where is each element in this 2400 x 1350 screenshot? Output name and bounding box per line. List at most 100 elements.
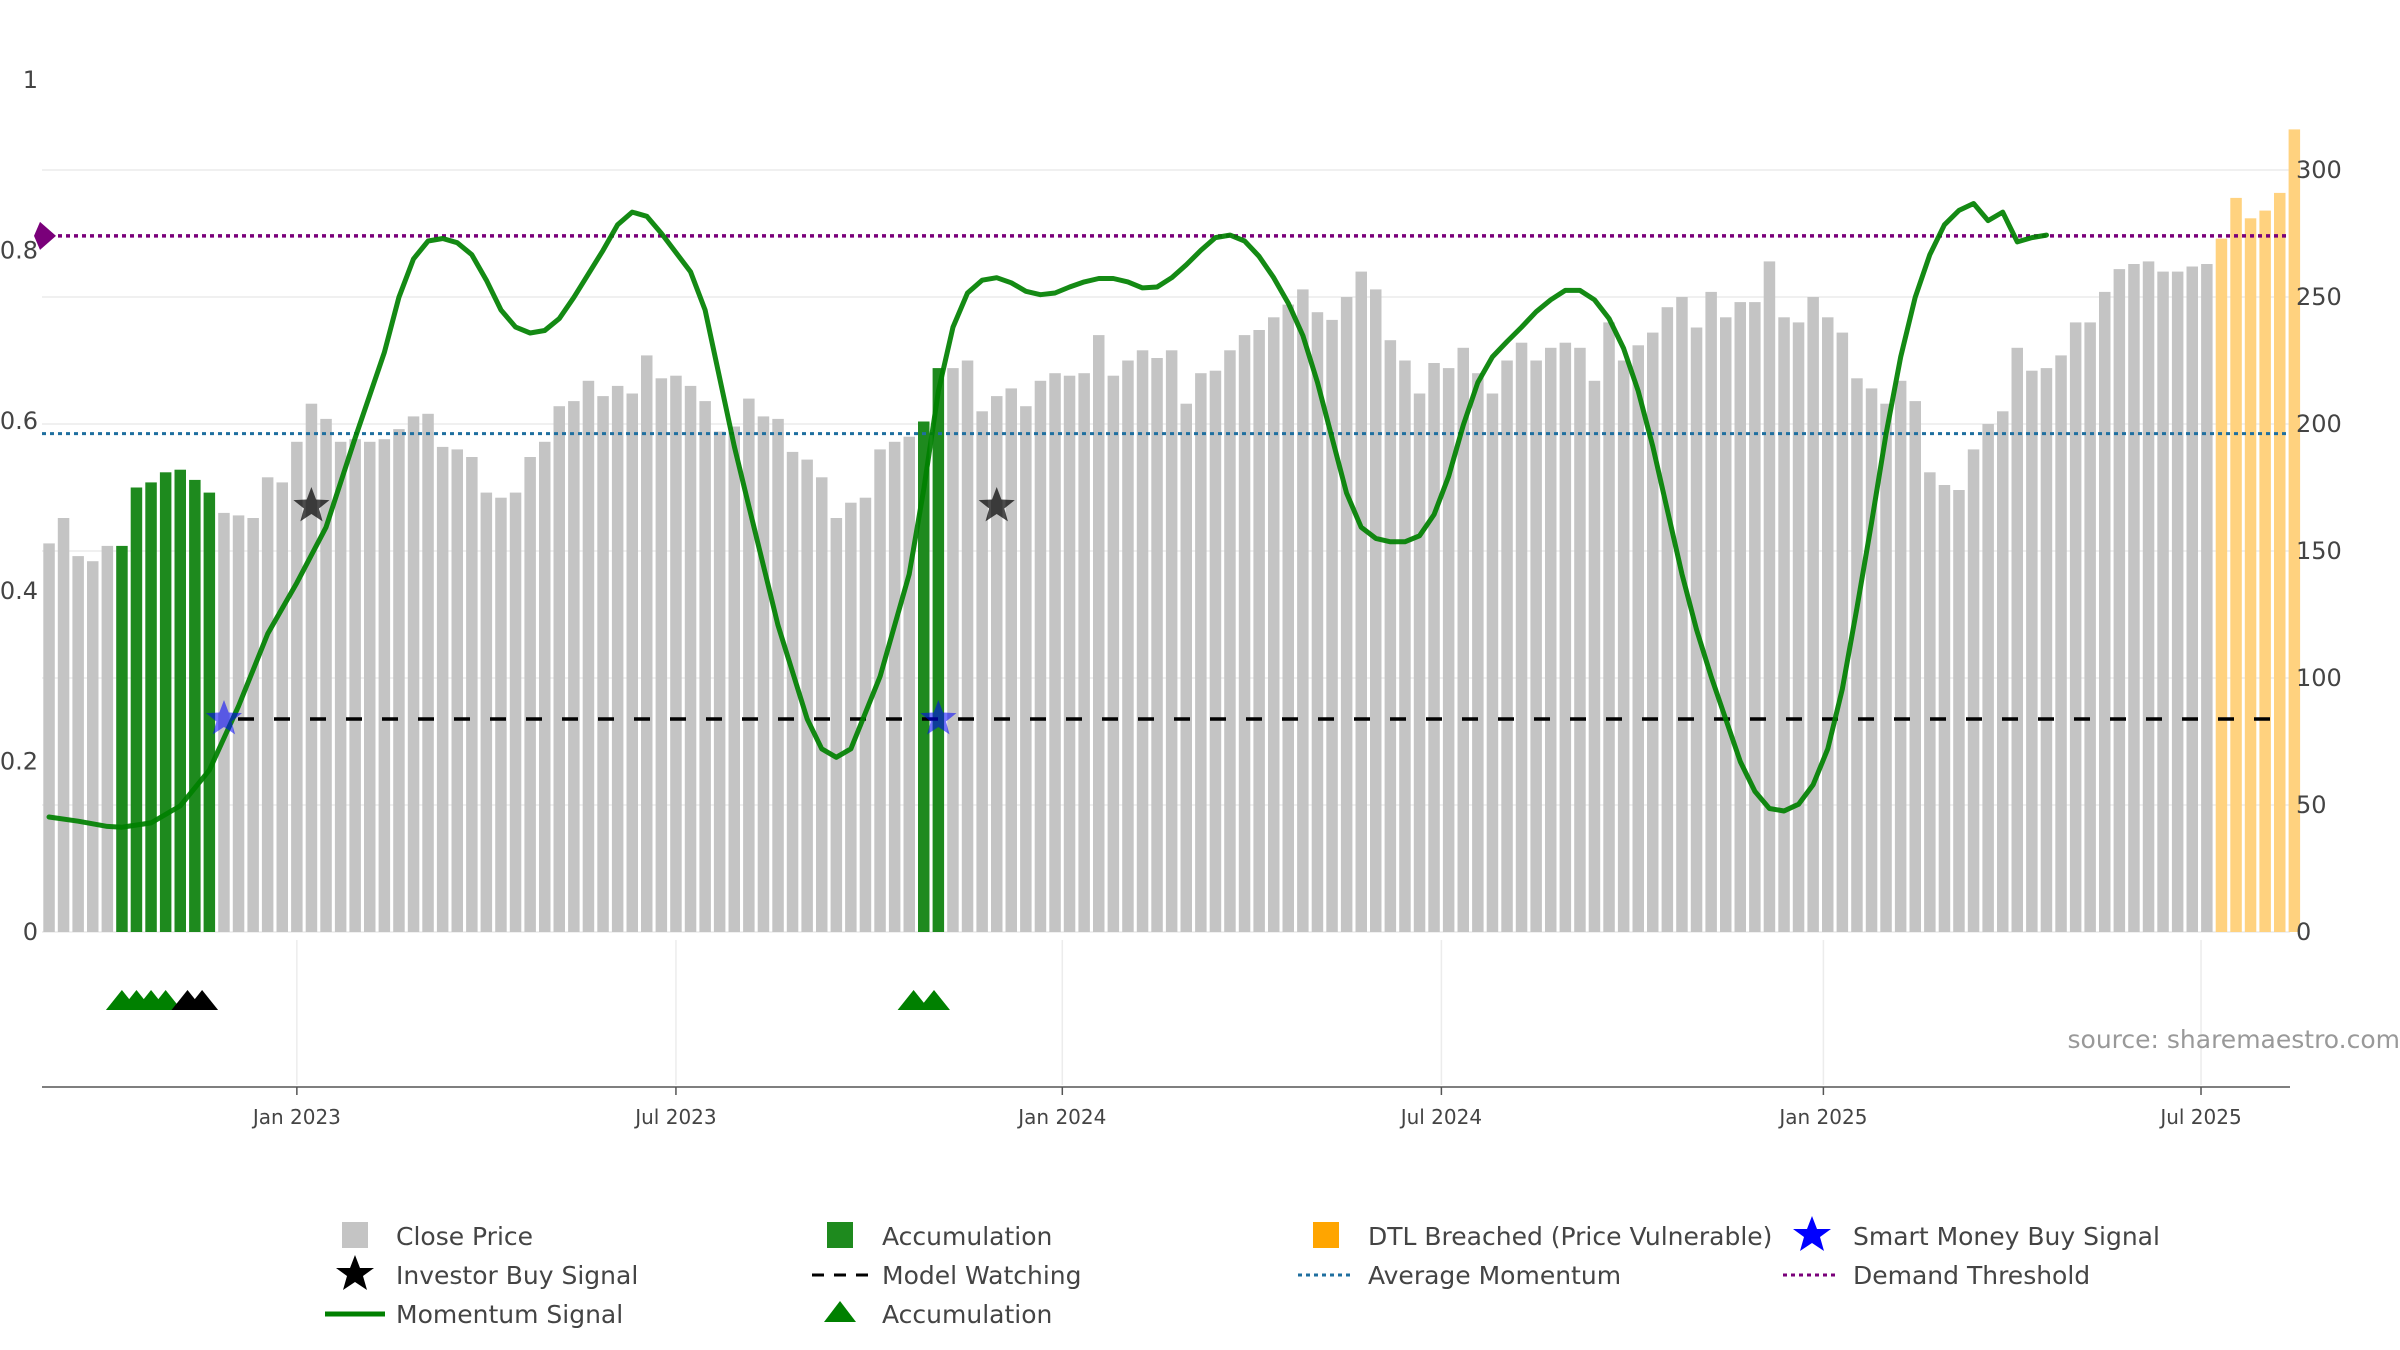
price-bar <box>276 482 288 932</box>
left-tick-label: 0.8 <box>0 236 38 264</box>
price-bar <box>524 457 536 932</box>
price-bar <box>1603 322 1615 932</box>
price-bar <box>1997 411 2009 932</box>
accumulation-bar <box>189 479 201 932</box>
price-bar <box>713 431 726 932</box>
price-bar <box>101 545 114 932</box>
price-bar <box>947 368 959 933</box>
price-bar <box>1311 312 1324 932</box>
dtl-breached-bar <box>2244 218 2257 933</box>
price-bar <box>1020 406 1032 932</box>
price-bar <box>626 393 638 932</box>
price-bar <box>2128 264 2140 932</box>
momentum-layer <box>46 201 2049 830</box>
axes: 0 0.2 0.4 0.6 0.8 1 0 50 100 150 200 250 300 Jan 2023… <box>0 66 2342 1129</box>
x-tick-label: Jan 2024 <box>1016 1105 1106 1129</box>
price-bar <box>655 378 668 932</box>
legend-investor-star-icon <box>336 1255 374 1290</box>
reference-lines <box>34 221 2290 721</box>
price-bar <box>57 518 70 932</box>
price-bar <box>1093 335 1105 933</box>
price-bar <box>1836 332 1849 933</box>
right-tick-label: 0 <box>2296 918 2311 946</box>
price-bar <box>611 385 624 932</box>
legend-swatch-close-price <box>342 1222 368 1248</box>
price-bar <box>349 439 361 932</box>
dtl-breached-bar <box>2230 197 2242 932</box>
price-bar <box>1486 393 1499 932</box>
price-bar <box>1078 373 1090 932</box>
legend-label-model-watching: Model Watching <box>882 1261 1082 1290</box>
accumulation-bar <box>174 469 186 932</box>
price-bar <box>976 411 988 932</box>
source-label: source: sharemaestro.com <box>2068 1025 2400 1054</box>
price-bar <box>1326 319 1338 932</box>
price-bar <box>1617 360 1630 932</box>
price-bar <box>1428 363 1440 932</box>
price-bar <box>466 457 478 932</box>
price-bar <box>1574 347 1586 932</box>
price-bar <box>1559 342 1572 932</box>
momentum-signal-line <box>46 201 2049 830</box>
price-bar <box>1515 342 1528 932</box>
price-bar <box>1413 393 1426 932</box>
dtl-breached-bar <box>2215 238 2228 933</box>
legend-label-dtl-breached: DTL Breached (Price Vulnerable) <box>1368 1222 1772 1251</box>
right-tick-label: 150 <box>2296 537 2342 565</box>
price-bar <box>1545 347 1557 932</box>
legend-accumulation-triangle-icon <box>824 1301 856 1322</box>
right-tick-label: 300 <box>2296 156 2342 184</box>
price-bar <box>261 477 274 932</box>
x-tick-label: Jul 2023 <box>633 1105 716 1129</box>
price-bar <box>378 439 391 932</box>
legend-label-average-momentum: Average Momentum <box>1368 1261 1621 1290</box>
price-bar <box>1530 360 1542 932</box>
legend-label-demand-threshold: Demand Threshold <box>1853 1261 2090 1290</box>
investor-buy-star <box>978 487 1015 522</box>
price-bar <box>509 492 522 932</box>
accumulation-bar <box>159 472 172 932</box>
right-tick-label: 50 <box>2296 791 2327 819</box>
price-bar <box>1442 368 1455 933</box>
price-bar <box>1865 388 1878 932</box>
price-bar <box>2055 355 2067 932</box>
price-bar <box>2113 269 2126 933</box>
accumulation-bar <box>932 368 945 933</box>
price-bar <box>1734 302 1746 933</box>
price-bar <box>1297 289 1309 932</box>
legend-label-investor-buy-signal: Investor Buy Signal <box>396 1261 638 1290</box>
price-bar <box>1005 388 1017 932</box>
price-bar <box>364 441 376 932</box>
price-bar <box>1909 401 1921 933</box>
price-bar <box>1953 490 1965 932</box>
accumulation-marker <box>918 990 951 1010</box>
price-bar <box>1282 304 1294 933</box>
price-bar <box>1180 403 1192 932</box>
price-bar <box>1778 317 1790 932</box>
left-tick-label: 0.2 <box>0 748 38 776</box>
price-bar <box>1924 472 1936 932</box>
price-bar <box>1807 297 1819 932</box>
price-bar <box>1588 380 1601 932</box>
price-bar <box>597 396 609 933</box>
price-bar <box>422 413 434 932</box>
accumulation-bar <box>918 421 930 932</box>
price-bar <box>1763 261 1776 932</box>
price-bar <box>1851 378 1863 932</box>
price-bar <box>2069 322 2082 932</box>
price-bar <box>786 451 799 932</box>
price-bar <box>87 561 99 932</box>
price-bar <box>553 406 565 932</box>
dtl-breached-bar <box>2259 210 2271 933</box>
accumulation-marker-black <box>186 990 219 1010</box>
price-bar <box>1384 340 1397 932</box>
price-bar <box>1209 370 1222 932</box>
price-bar <box>407 416 420 932</box>
price-bar <box>1034 380 1047 932</box>
left-tick-label: 0.6 <box>0 407 38 435</box>
price-bar <box>2026 370 2038 932</box>
price-bar <box>1982 424 1994 932</box>
x-tick-label: Jan 2025 <box>1777 1105 1867 1129</box>
price-bar <box>743 398 755 933</box>
